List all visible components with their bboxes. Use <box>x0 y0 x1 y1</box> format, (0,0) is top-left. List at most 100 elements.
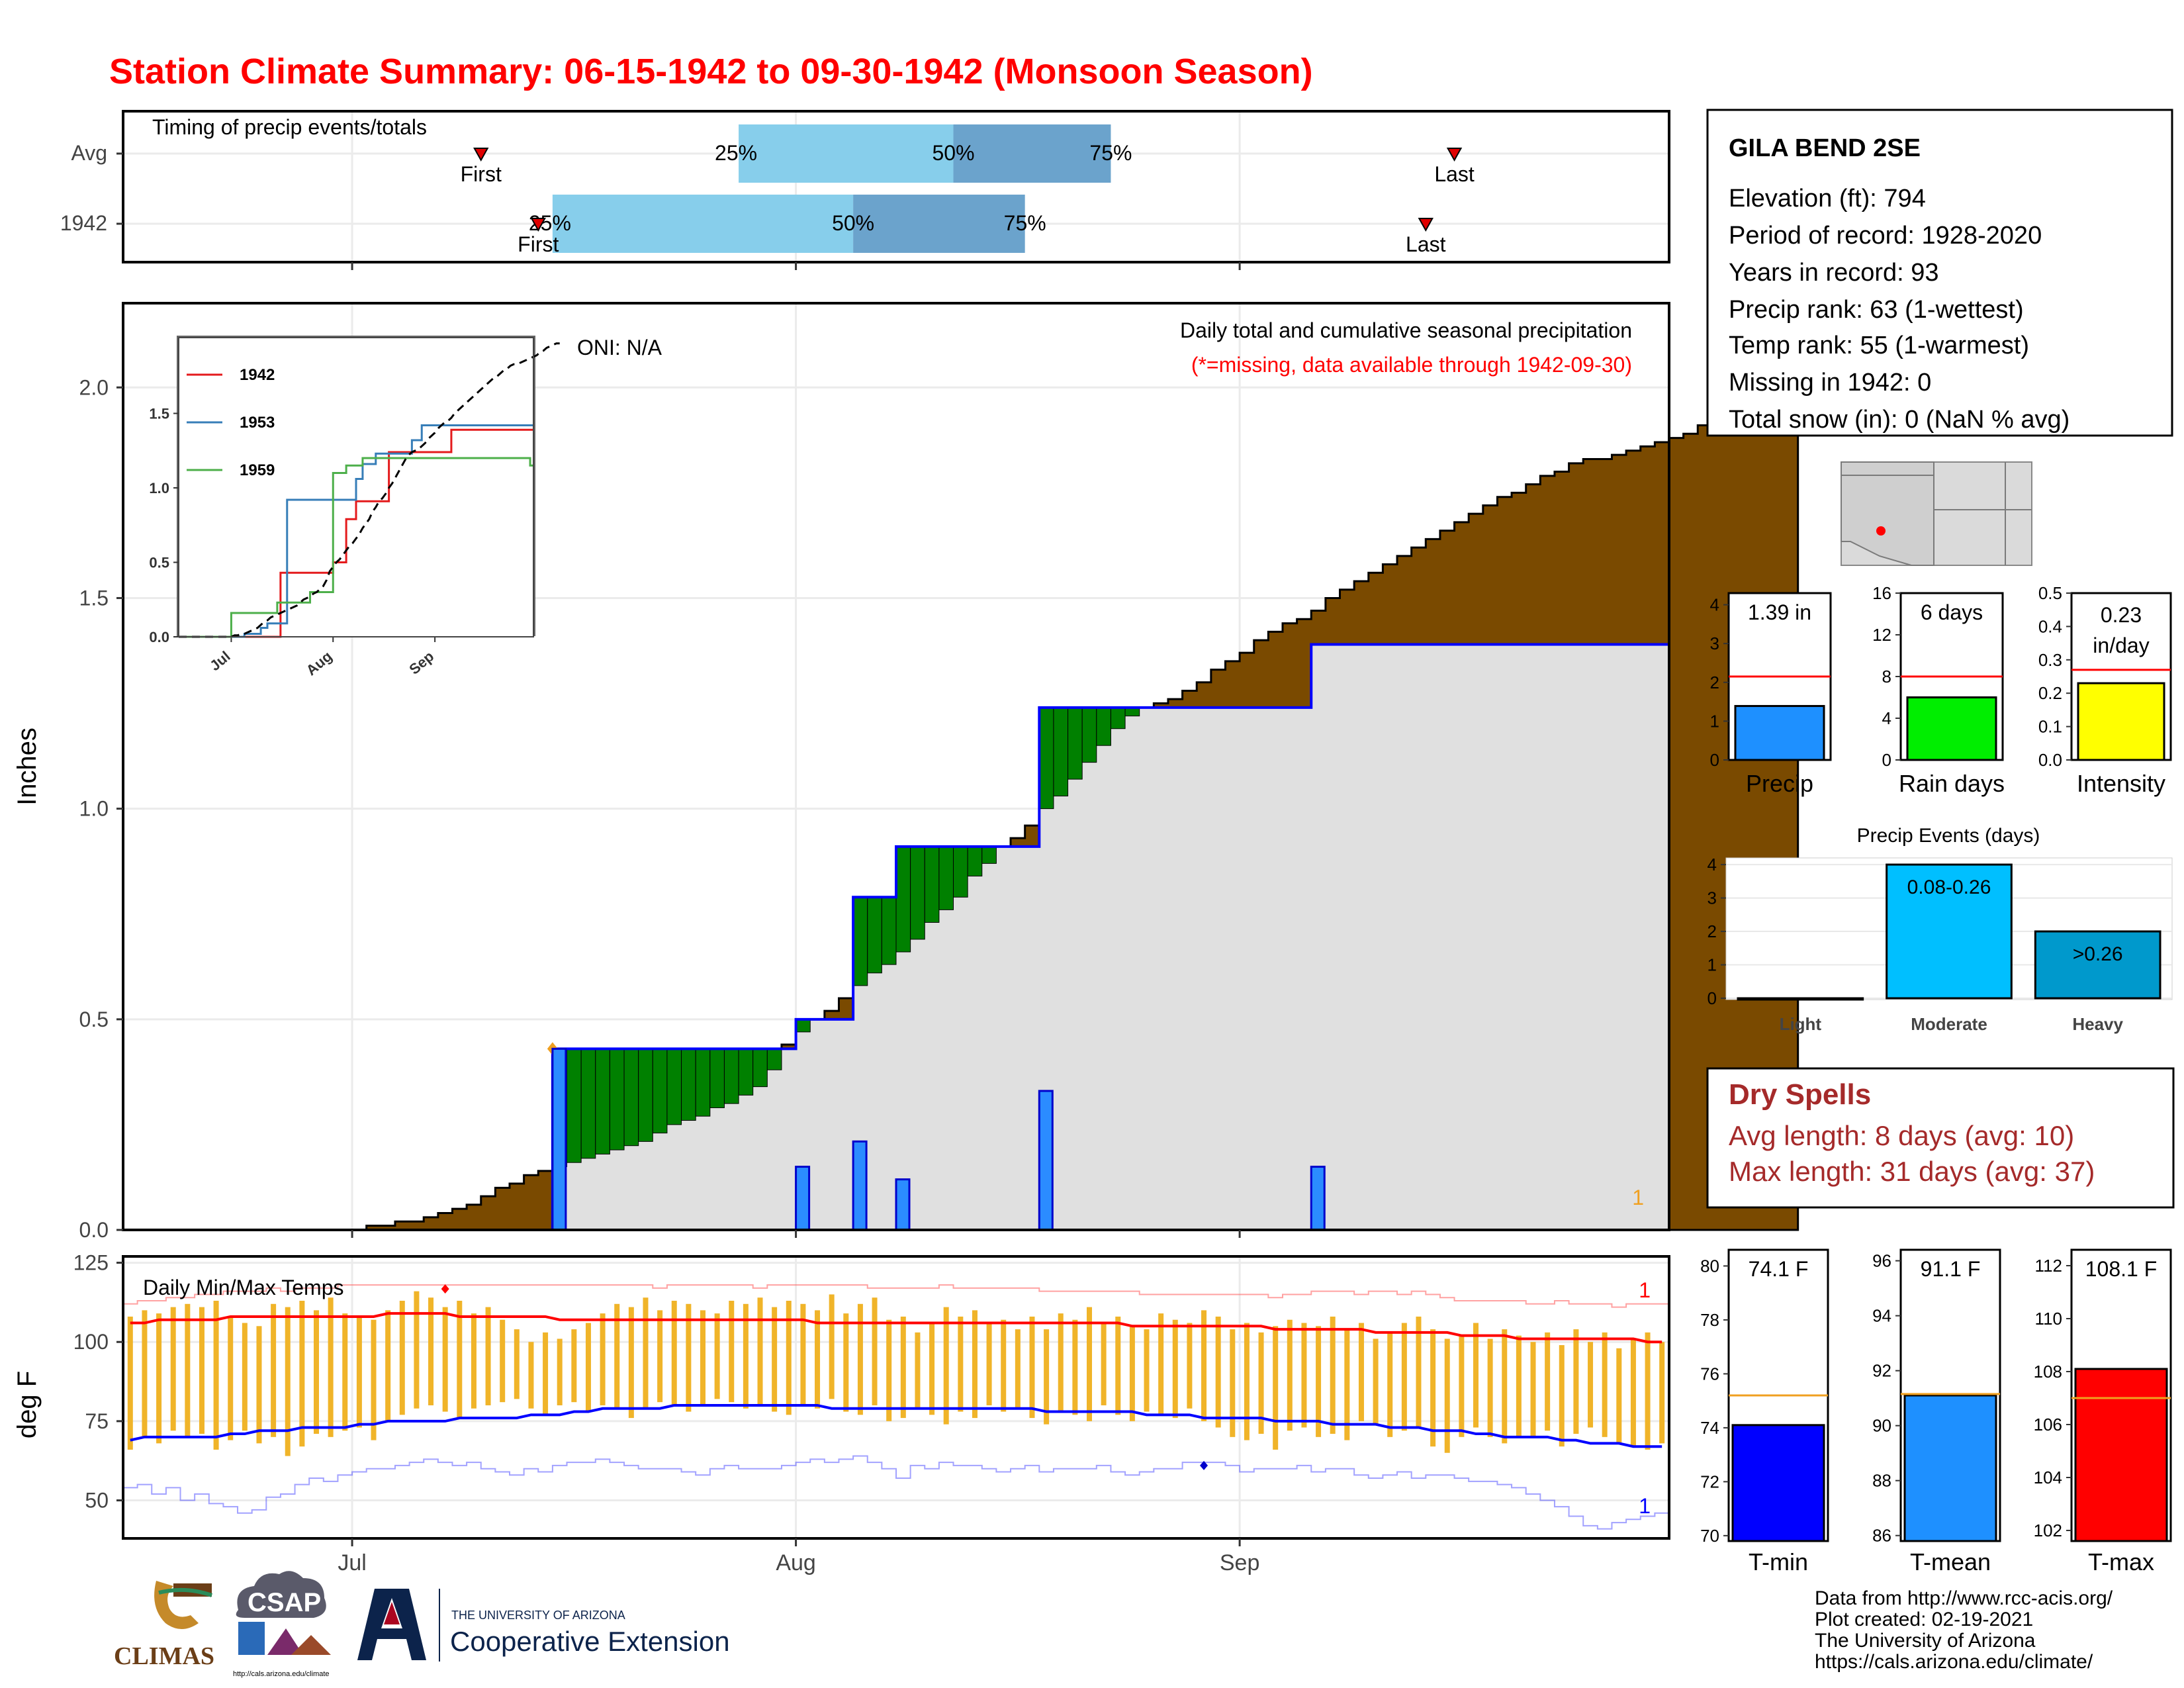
temp-summary-bar <box>2074 1368 2168 1542</box>
oni-label: ONI: N/A <box>577 336 662 359</box>
daily-temp-range-bar <box>700 1310 705 1405</box>
daily-temp-range-bar <box>643 1297 649 1409</box>
temp-summary-ytick-label: 110 <box>2035 1309 2062 1329</box>
summary-ytick-label: 16 <box>1872 583 1891 603</box>
daily-temp-range-bar <box>328 1297 334 1437</box>
daily-temp-range-bar <box>185 1303 191 1437</box>
x-tick-label: Aug <box>776 1550 816 1575</box>
daily-temp-range-bar <box>729 1301 735 1403</box>
daily-temp-range-bar <box>228 1316 234 1440</box>
daily-temp-range-bar <box>1001 1319 1007 1412</box>
summary-value-label: in/day <box>2093 633 2149 657</box>
daily-temp-range-bar <box>414 1291 420 1409</box>
daily-temp-range-bar <box>1545 1332 1551 1431</box>
station-name: GILA BEND 2SE <box>1729 134 1921 162</box>
station-line: Elevation (ft): 794 <box>1729 185 1926 212</box>
event-bar-label: >0.26 <box>2073 943 2123 965</box>
summary-ytick-label: 0 <box>1710 750 1719 770</box>
daily-precip-bar <box>852 1140 868 1231</box>
record-low-marker <box>1200 1460 1208 1470</box>
temp-corner-bottom: 1 <box>1639 1494 1651 1518</box>
precip-ytick-label: 1.0 <box>79 797 109 821</box>
daily-temp-range-bar <box>471 1313 477 1409</box>
daily-precip-bar <box>1038 1090 1054 1231</box>
inset-series-1953 <box>179 424 533 638</box>
tmin-record-line <box>123 1455 1669 1530</box>
station-info-box: GILA BEND 2SE Elevation (ft): 794 Period… <box>1706 109 2173 437</box>
daily-temp-range-bar <box>1287 1319 1293 1431</box>
daily-temp-range-bar <box>857 1303 863 1415</box>
page-title: Station Climate Summary: 06-15-1942 to 0… <box>109 52 1313 91</box>
summary-bar <box>1906 696 1997 761</box>
summary-ytick-label: 0.3 <box>2038 650 2062 670</box>
temp-ytick-label: 75 <box>85 1409 109 1433</box>
timing-bar-25-50 <box>552 195 854 253</box>
daily-temp-range-bar <box>442 1307 448 1412</box>
temp-summary-ytick-label: 70 <box>1700 1526 1719 1546</box>
ua-logo <box>357 1589 440 1662</box>
temp-summary-ytick-label: 76 <box>1700 1364 1719 1383</box>
temp-summary-ytick-label: 104 <box>2034 1468 2062 1487</box>
inset-series-avg <box>179 342 560 638</box>
footer-line: Plot created: 02-19-2021 <box>1815 1609 2033 1630</box>
daily-temp-range-bar <box>657 1310 663 1403</box>
daily-temp-range-bar <box>485 1307 491 1405</box>
daily-temp-range-bar <box>199 1307 205 1434</box>
event-category-label: Light <box>1780 1014 1822 1034</box>
tmax-record-line <box>123 1284 1669 1308</box>
first-event-label: First <box>518 232 559 256</box>
daily-temp-range-bar <box>285 1307 291 1456</box>
summary-category-label: Rain days <box>1899 770 2005 797</box>
above-normal-segment <box>796 1019 811 1033</box>
above-normal-segment <box>609 1048 625 1150</box>
csap-logo: CSAP http://cals.arizona.edu/climate <box>233 1571 331 1678</box>
tmax-average-line <box>130 1312 1662 1344</box>
temp-summary-ytick-label: 96 <box>1872 1251 1891 1271</box>
above-normal-segment <box>1096 707 1111 746</box>
above-normal-segment <box>924 846 940 923</box>
precip-note-2: (*=missing, data available through 1942-… <box>1191 353 1632 377</box>
events-ytick-label: 2 <box>1707 921 1717 941</box>
daily-temp-range-bar <box>1559 1345 1565 1447</box>
daily-temp-range-bar <box>1459 1335 1465 1437</box>
daily-temp-range-bar <box>1015 1329 1021 1409</box>
summary-bar <box>2077 682 2165 761</box>
first-event-marker <box>473 148 489 162</box>
summary-ytick-label: 0.1 <box>2038 717 2062 737</box>
daily-temp-range-bar <box>1129 1326 1135 1421</box>
daily-precip-bar <box>551 1047 567 1231</box>
temp-summary-ytick-label: 106 <box>2034 1415 2062 1434</box>
footer-line: The University of Arizona <box>1815 1630 2036 1652</box>
daily-temp-range-bar <box>943 1307 949 1425</box>
daily-temp-range-bar <box>1473 1323 1479 1428</box>
above-normal-segment <box>1068 707 1083 780</box>
timing-label-75: 75% <box>1004 211 1046 235</box>
daily-temp-range-bar <box>271 1303 277 1437</box>
timing-panel: Timing of precip events/totals 25% 50% 75%… <box>60 110 1670 270</box>
timing-row-label: 1942 <box>60 211 107 235</box>
above-normal-segment <box>938 846 954 910</box>
inset-legend-label: 1953 <box>240 414 275 432</box>
summary-ytick-label: 4 <box>1882 708 1891 728</box>
daily-temp-range-bar <box>1258 1332 1264 1434</box>
temp-summary-ytick-label: 80 <box>1700 1256 1719 1276</box>
daily-temp-range-bar <box>142 1310 148 1437</box>
precip-note-1: Daily total and cumulative seasonal prec… <box>1180 318 1632 342</box>
temp-corner-top: 1 <box>1639 1278 1651 1302</box>
daily-temp-range-bar <box>714 1313 720 1399</box>
daily-temp-range-bar <box>1358 1323 1364 1421</box>
daily-temp-range-bar <box>242 1323 248 1431</box>
event-bar <box>1737 997 1864 1001</box>
summary-ytick-label: 0.5 <box>2038 583 2062 603</box>
daily-temp-range-bar <box>1115 1316 1121 1415</box>
above-normal-segment <box>738 1048 754 1096</box>
inset-series-1959 <box>179 457 533 638</box>
daily-temp-range-bar <box>170 1307 176 1431</box>
temp-summary-value-label: 74.1 F <box>1749 1257 1809 1281</box>
daily-temp-range-bar <box>1273 1326 1279 1450</box>
precip-ytick-label: 2.0 <box>79 375 109 399</box>
csap-url: http://cals.arizona.edu/climate <box>233 1670 330 1678</box>
temp-summary-ytick-label: 94 <box>1872 1306 1891 1326</box>
